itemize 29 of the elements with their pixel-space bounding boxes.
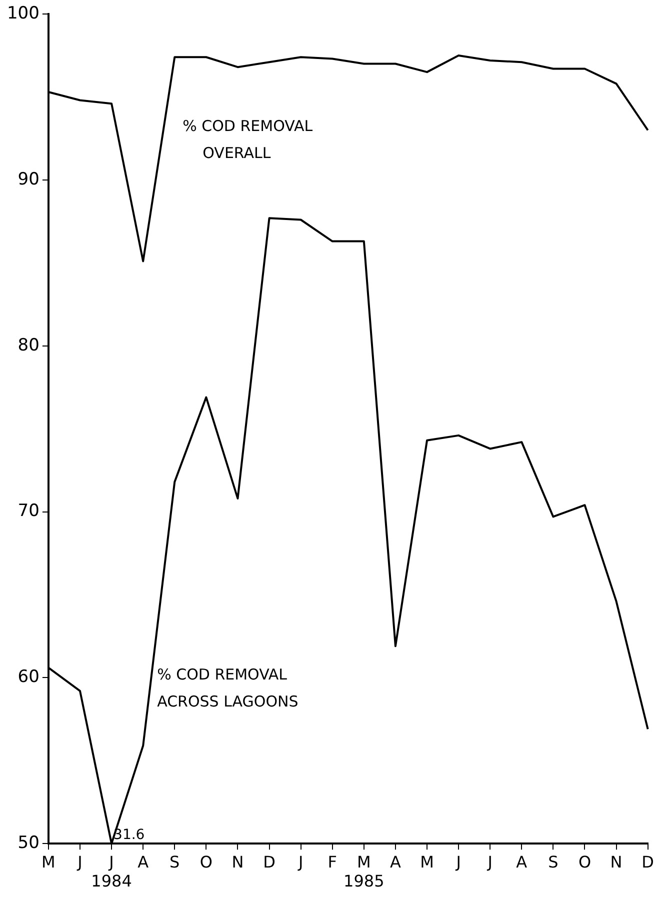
x-tick-label: J 1984 [91, 852, 132, 891]
y-tick-label: 90 [18, 169, 40, 190]
series-label: % COD REMOVAL ACROSS LAGOONS [157, 666, 298, 711]
x-tick-label: O [578, 852, 592, 872]
x-tick-label: A [138, 852, 149, 872]
x-tick-label: M 1985 [344, 852, 384, 891]
y-tick-label: 70 [18, 501, 40, 522]
annotation: 31.6 [114, 827, 145, 844]
x-tick-label: D [642, 852, 654, 872]
x-tick-label: N [232, 852, 244, 872]
x-tick-label: J [486, 852, 492, 872]
x-tick-label: J [297, 852, 304, 872]
x-tick-label: J [455, 852, 461, 872]
x-tick-label: N [610, 852, 622, 872]
y-tick-label: 100 [6, 3, 40, 24]
x-tick-label: S [548, 852, 558, 872]
series-label: % COD REMOVAL OVERALL [182, 117, 314, 162]
x-tick-label: F [328, 852, 337, 872]
x-tick-label: S [170, 852, 180, 872]
x-tick-label: D [263, 852, 276, 872]
x-tick-label: A [390, 852, 401, 872]
y-tick-label: 80 [18, 335, 40, 356]
y-tick-label: 60 [18, 667, 40, 688]
x-tick-label: A [516, 852, 528, 872]
y-tick-label: 50 [18, 833, 40, 854]
x-tick-label: J [76, 852, 82, 872]
x-tick-label: O [200, 852, 212, 872]
x-tick-label: M [42, 852, 56, 872]
x-tick-label: M [420, 852, 434, 872]
